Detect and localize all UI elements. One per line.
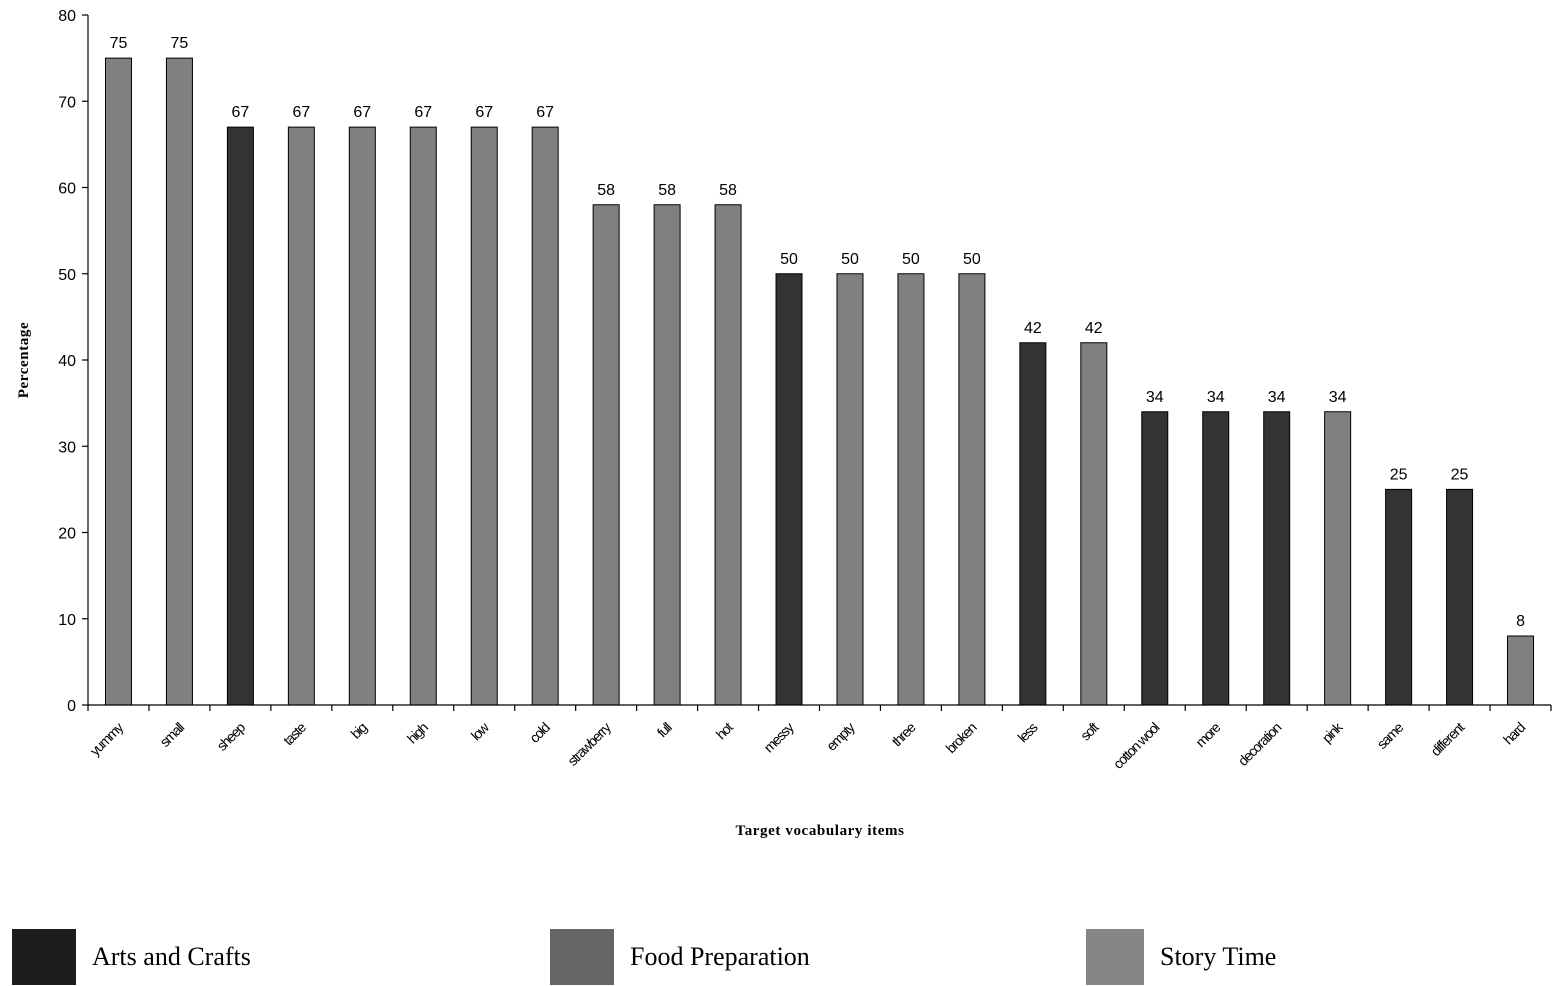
- y-axis-title: Percentage: [16, 322, 32, 399]
- y-tick-label: 40: [58, 353, 76, 370]
- category-label: big: [347, 720, 369, 742]
- data-label: 67: [536, 104, 554, 121]
- bar: [226, 126, 254, 706]
- bar: [1019, 342, 1047, 706]
- data-label: 50: [780, 251, 798, 268]
- y-tick-label: 50: [58, 267, 76, 284]
- category-label: small: [156, 719, 187, 750]
- category-label: empty: [823, 719, 858, 754]
- bar: [531, 126, 559, 706]
- y-tick-label: 70: [58, 94, 76, 111]
- data-label: 67: [292, 104, 310, 121]
- data-label: 34: [1268, 389, 1286, 406]
- data-label: 58: [719, 182, 737, 199]
- category-label: pink: [1319, 718, 1347, 746]
- y-tick-label: 60: [58, 181, 76, 198]
- category-label: high: [404, 720, 431, 747]
- bar: [958, 273, 986, 706]
- data-label: 42: [1024, 320, 1042, 337]
- data-label: 42: [1085, 320, 1103, 337]
- bar: [1507, 635, 1535, 706]
- bar: [897, 273, 925, 706]
- bar: [1202, 411, 1230, 706]
- data-label: 34: [1207, 389, 1225, 406]
- legend-swatch-food-preparation: [550, 929, 614, 985]
- y-tick-label: 30: [58, 439, 76, 456]
- bar-chart: 0 10 20 30 40 50 60 70 80 75 75 67 67 67 67 67 67 58 58 58…: [16, 8, 1552, 839]
- bar: [653, 204, 681, 706]
- category-label: different: [1427, 719, 1467, 759]
- category-label: taste: [280, 719, 310, 749]
- category-label: cold: [526, 720, 552, 746]
- data-label: 58: [658, 182, 676, 199]
- data-label: 50: [841, 251, 859, 268]
- category-label: cotton wool: [1110, 719, 1163, 772]
- legend-item-story-time: Story Time: [1086, 929, 1276, 985]
- bar: [287, 126, 315, 706]
- data-label: 8: [1516, 613, 1525, 630]
- bar: [104, 57, 132, 706]
- bars: 75 75 67 67 67 67 67 67 58 58 58 50 50 50 50 42 42 34 34 34…: [104, 35, 1535, 706]
- category-label: hot: [713, 719, 736, 742]
- bar: [409, 126, 437, 706]
- data-label: 67: [475, 104, 493, 121]
- category-label: same: [1374, 719, 1407, 752]
- data-label: 25: [1451, 466, 1469, 483]
- category-label: soft: [1077, 719, 1102, 744]
- data-label: 67: [231, 104, 249, 121]
- category-label: messy: [760, 719, 797, 756]
- data-label: 67: [414, 104, 432, 121]
- x-axis-ticks: [87, 705, 1552, 711]
- category-label: low: [468, 718, 493, 743]
- data-label: 50: [963, 251, 981, 268]
- bar: [836, 273, 864, 706]
- category-label: broken: [943, 720, 980, 757]
- category-label: hard: [1500, 720, 1528, 748]
- data-label: 50: [902, 251, 920, 268]
- category-label: less: [1014, 719, 1040, 745]
- category-label: three: [888, 719, 919, 750]
- category-label: sheep: [213, 719, 248, 754]
- x-axis-title: Target vocabulary items: [735, 823, 904, 839]
- bar: [775, 273, 803, 706]
- bar: [1263, 411, 1291, 706]
- bar: [1080, 342, 1108, 706]
- bar: [1141, 411, 1169, 706]
- y-tick-label: 80: [58, 8, 76, 25]
- legend-label-food-preparation: Food Preparation: [630, 942, 810, 971]
- category-label: strawberry: [564, 719, 614, 769]
- bar: [1385, 488, 1413, 706]
- bar: [470, 126, 498, 706]
- category-label: full: [654, 719, 675, 740]
- bar: [1446, 488, 1474, 706]
- bar: [1324, 411, 1352, 706]
- data-label: 67: [353, 104, 371, 121]
- y-tick-label: 0: [67, 698, 76, 715]
- category-label: more: [1192, 719, 1223, 750]
- bar: [714, 204, 742, 706]
- y-tick-label: 10: [58, 612, 76, 629]
- data-label: 34: [1146, 389, 1164, 406]
- legend-label-story-time: Story Time: [1160, 942, 1277, 971]
- legend-item-food-preparation: Food Preparation: [550, 929, 810, 985]
- bar: [592, 204, 620, 706]
- data-label: 75: [110, 35, 128, 52]
- data-label: 58: [597, 182, 615, 199]
- category-label: yummy: [87, 719, 127, 759]
- legend-swatch-arts-and-crafts: [12, 929, 76, 985]
- bar: [165, 57, 193, 706]
- data-label: 34: [1329, 389, 1347, 406]
- category-labels: yummy small sheep taste big high low cold strawb…: [87, 718, 1528, 772]
- category-label: decoration: [1235, 720, 1284, 769]
- bar: [348, 126, 376, 706]
- legend-label-arts-and-crafts: Arts and Crafts: [92, 942, 251, 971]
- y-tick-label: 20: [58, 526, 76, 543]
- legend-swatch-story-time: [1086, 929, 1144, 985]
- data-label: 25: [1390, 466, 1408, 483]
- legend-item-arts-and-crafts: Arts and Crafts: [12, 929, 251, 985]
- data-label: 75: [171, 35, 189, 52]
- y-axis-ticks: 0 10 20 30 40 50 60 70 80: [58, 8, 88, 715]
